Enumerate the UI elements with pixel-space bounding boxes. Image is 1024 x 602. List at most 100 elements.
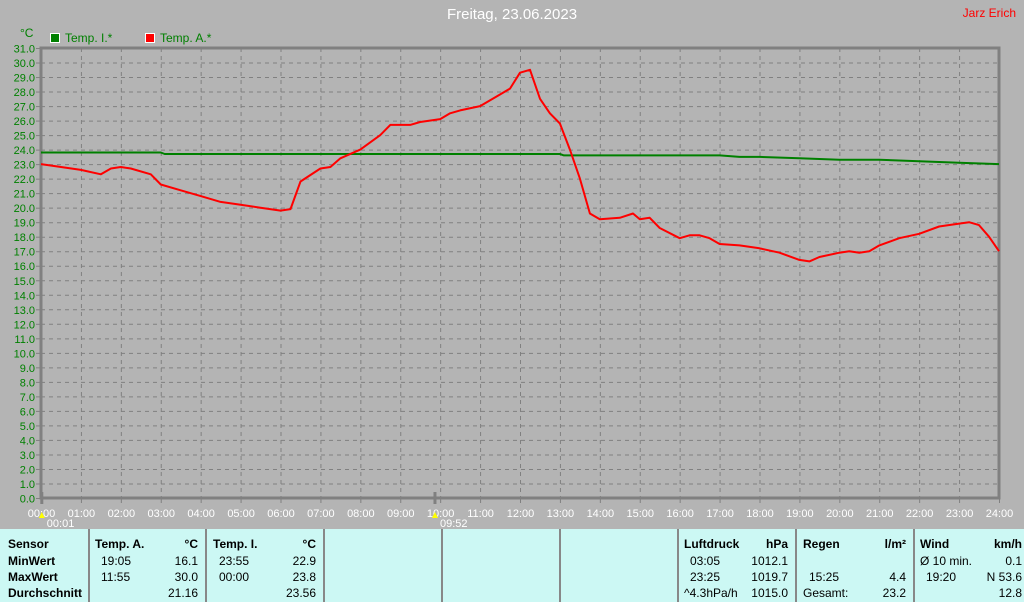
temp-i-max-time: 00:00 — [219, 570, 250, 584]
x-tick-label: 14:00 — [587, 508, 615, 520]
sensor-header: Sensor — [8, 537, 49, 551]
x-tick-label: 23:00 — [946, 508, 974, 520]
luftdruck-max: 1019.7 — [751, 570, 788, 584]
x-tick-label: 02:00 — [108, 508, 136, 520]
luftdruck-avg: 1015.0 — [751, 586, 788, 600]
x-tick-label: 21:00 — [866, 508, 894, 520]
y-tick-label: 10.0 — [14, 348, 35, 360]
y-tick-label: 24.0 — [14, 145, 35, 157]
y-tick-label: 23.0 — [14, 160, 35, 172]
y-tick-label: 8.0 — [20, 377, 35, 389]
wind-max: N 53.6 — [986, 570, 1022, 584]
y-tick-label: 17.0 — [14, 247, 35, 259]
luftdruck-header: Luftdruck — [684, 537, 740, 551]
lightning-icon — [38, 512, 45, 518]
legend-swatch-temp-i — [50, 33, 60, 43]
temp-i-max: 23.8 — [292, 570, 316, 584]
y-tick-label: 14.0 — [14, 290, 35, 302]
x-tick-label: 22:00 — [906, 508, 934, 520]
series-line-temp-a — [40, 68, 1000, 263]
x-tick-label: 16:00 — [666, 508, 694, 520]
x-tick-label: 12:00 — [507, 508, 535, 520]
regen-total-label: Gesamt: — [803, 586, 849, 600]
temperature-chart: °C Temp. I.* Temp. A.* 0.0 1.0 2.0 3.0 4.0 5.… — [14, 26, 1014, 529]
temp-i-avg: 23.56 — [285, 586, 316, 600]
wind-value-3: 12.8 — [998, 586, 1022, 600]
x-tick-label: 17:00 — [706, 508, 734, 520]
y-tick-label: 31.0 — [14, 44, 35, 56]
y-tick-label: 27.0 — [14, 102, 35, 114]
y-tick-label: 4.0 — [20, 435, 35, 447]
x-tick-label: 04:00 — [187, 508, 215, 520]
luftdruck-max-time: 23:25 — [690, 570, 721, 584]
x-tick-label: 09:00 — [387, 508, 415, 520]
regen-max-time: 15:25 — [809, 570, 840, 584]
luftdruck-min-time: 03:05 — [690, 554, 721, 568]
y-tick-label: 20.0 — [14, 203, 35, 215]
statistics-table: Sensor MinWert MaxWert Durchschnitt Temp… — [0, 529, 1024, 602]
y-tick-label: 21.0 — [14, 189, 35, 201]
wind-unit: km/h — [993, 537, 1022, 551]
y-tick-label: 7.0 — [20, 392, 35, 404]
wind-header: Wind — [920, 537, 950, 551]
x-tick-label: 18:00 — [746, 508, 774, 520]
y-tick-label: 13.0 — [14, 305, 35, 317]
y-tick-label: 3.0 — [20, 450, 35, 462]
plot-frame — [39, 46, 1001, 500]
author-label: Jarz Erich — [962, 6, 1016, 20]
temp-i-min-time: 23:55 — [219, 554, 250, 568]
y-tick-label: 11.0 — [14, 334, 35, 346]
temp-i-unit: °C — [302, 537, 316, 551]
y-tick-label: 29.0 — [14, 73, 35, 85]
maxwert-label: MaxWert — [8, 570, 58, 584]
temp-a-max: 30.0 — [174, 570, 198, 584]
x-tick-label: 01:00 — [68, 508, 96, 520]
y-tick-label: 19.0 — [14, 218, 35, 230]
y-tick-label: 26.0 — [14, 116, 35, 128]
y-tick-label: 5.0 — [20, 421, 35, 433]
temp-a-max-time: 11:55 — [101, 570, 131, 584]
temp-a-avg: 21.16 — [167, 586, 198, 600]
y-tick-label: 9.0 — [20, 363, 35, 375]
temp-i-min: 22.9 — [292, 554, 316, 568]
regen-header: Regen — [803, 537, 840, 551]
y-tick-label: 0.0 — [20, 494, 35, 506]
luftdruck-unit: hPa — [765, 537, 788, 551]
wind-avg-label: Ø 10 min. — [920, 554, 973, 568]
temp-a-unit: °C — [184, 537, 198, 551]
y-tick-label: 25.0 — [14, 131, 35, 143]
marker-label: 00:01 — [47, 518, 75, 529]
regen-total: 23.2 — [882, 586, 906, 600]
legend: Temp. I.* Temp. A.* — [50, 31, 212, 45]
marker-label: 09:52 — [440, 518, 468, 529]
y-tick-label: 15.0 — [14, 276, 35, 288]
y-tick-label: 16.0 — [14, 261, 35, 273]
x-tick-label: 20:00 — [826, 508, 854, 520]
y-tick-label: 28.0 — [14, 87, 35, 99]
lightning-icon — [431, 512, 438, 518]
y-tick-label: 30.0 — [14, 58, 35, 70]
x-tick-label: 24:00 — [986, 508, 1014, 520]
series-line-temp-i — [41, 151, 1000, 166]
y-tick-label: 18.0 — [14, 232, 35, 244]
y-tick-label: 2.0 — [20, 464, 35, 476]
y-tick-label: 12.0 — [14, 319, 35, 331]
luftdruck-trend: ^4.3hPa/h — [684, 586, 738, 600]
x-tick-label: 13:00 — [547, 508, 575, 520]
x-tick-label: 08:00 — [347, 508, 375, 520]
durchschnitt-label: Durchschnitt — [8, 586, 83, 600]
x-tick-label: 05:00 — [227, 508, 255, 520]
luftdruck-min: 1012.1 — [751, 554, 788, 568]
legend-label-temp-a: Temp. A.* — [160, 31, 212, 45]
legend-label-temp-i: Temp. I.* — [65, 31, 113, 45]
temp-i-header: Temp. I. — [213, 537, 258, 551]
x-tick-label: 19:00 — [786, 508, 814, 520]
temp-a-min-time: 19:05 — [101, 554, 132, 568]
wind-max-time: 19:20 — [926, 570, 957, 584]
legend-swatch-temp-a — [145, 33, 155, 43]
x-tick-label: 11:00 — [467, 508, 494, 520]
x-tick-label: 15:00 — [626, 508, 654, 520]
regen-max: 4.4 — [889, 570, 906, 584]
x-tick-label: 06:00 — [267, 508, 295, 520]
wind-avg: 0.1 — [1005, 554, 1022, 568]
